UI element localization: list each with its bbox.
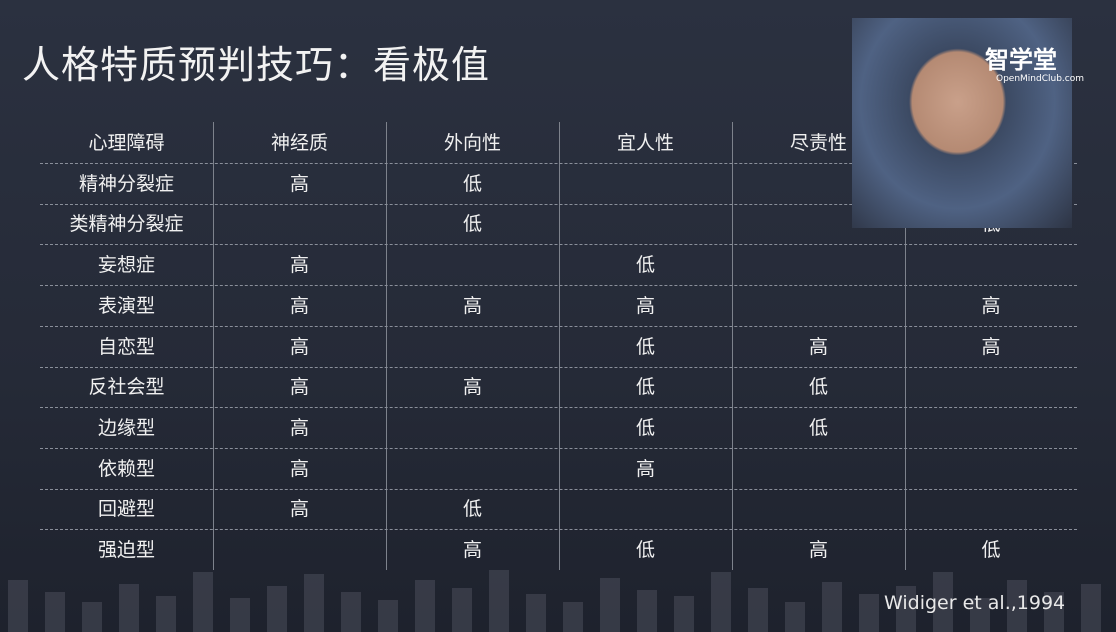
table-cell: 高 (289, 498, 309, 521)
column-divider (386, 122, 387, 570)
decor-bar (119, 584, 139, 632)
logo-url: OpenMindClub.com (996, 74, 1085, 84)
logo: 智学堂 (985, 46, 1057, 74)
row-label: 妄想症 (97, 254, 155, 277)
table-cell: 高 (289, 376, 309, 399)
row-label: 精神分裂症 (78, 172, 174, 195)
decor-bar (822, 582, 842, 632)
decor-bar (933, 572, 953, 632)
table-cell: 低 (635, 416, 655, 439)
column-divider (213, 122, 214, 570)
decor-bar (637, 590, 657, 632)
table-cell: 低 (635, 539, 655, 561)
row-label: 边缘型 (97, 416, 155, 439)
table-cell: 低 (462, 213, 482, 236)
table-cell: 低 (462, 172, 482, 195)
header-cell: 心理障碍 (88, 132, 165, 154)
row-divider (40, 244, 1077, 246)
decor-bar (267, 586, 287, 632)
table-cell: 高 (981, 335, 1001, 358)
table-cell: 高 (462, 294, 482, 317)
table-cell: 高 (462, 376, 482, 399)
decor-bar (526, 594, 546, 632)
decor-bar (970, 598, 990, 632)
row-label: 强迫型 (97, 539, 155, 561)
table-cell: 低 (635, 376, 655, 399)
decor-bar (896, 586, 916, 632)
column-divider (905, 122, 906, 570)
decor-bar (785, 602, 805, 632)
slide-title: 人格特质预判技巧：看极值 (22, 43, 491, 87)
decor-bar (859, 594, 879, 632)
row-label: 反社会型 (88, 376, 165, 399)
decor-bar (45, 592, 65, 632)
decor-bar (1007, 580, 1027, 632)
table-cell: 低 (808, 376, 828, 399)
table-cell: 高 (808, 335, 828, 358)
table-cell: 高 (289, 335, 309, 358)
header-cell: 尽责性 (789, 132, 847, 154)
table-cell: 高 (635, 457, 655, 480)
table-cell: 高 (289, 294, 309, 317)
decor-bar (82, 602, 102, 632)
row-divider (40, 488, 1077, 490)
row-label: 依赖型 (97, 457, 155, 480)
decor-bar (1081, 584, 1101, 632)
decor-bar (563, 602, 583, 632)
column-divider (559, 122, 560, 570)
table-cell: 高 (289, 457, 309, 480)
row-divider (40, 447, 1077, 449)
decor-bar (415, 580, 435, 632)
webcam-video (852, 18, 1072, 228)
decor-bar (341, 592, 361, 632)
table-cell: 低 (462, 498, 482, 521)
table-cell: 低 (981, 539, 1001, 561)
decor-bar (674, 596, 694, 632)
decor-bar (452, 588, 472, 632)
row-label: 自恋型 (97, 335, 155, 358)
table-cell: 低 (635, 254, 655, 277)
row-divider (40, 366, 1077, 368)
header-cell: 神经质 (270, 132, 328, 154)
row-label: 类精神分裂症 (69, 213, 184, 236)
row-divider (40, 529, 1077, 531)
decor-bar (8, 580, 28, 632)
table-cell: 高 (635, 294, 655, 317)
header-cell: 宜人性 (616, 132, 674, 154)
decor-bar (489, 570, 509, 632)
row-label: 表演型 (97, 294, 155, 317)
decor-bar (711, 572, 731, 632)
table-cell: 高 (289, 416, 309, 439)
table-cell: 高 (462, 539, 482, 561)
decor-bar (378, 600, 398, 632)
citation: Widiger et al.,1994 (884, 592, 1066, 614)
row-divider (40, 203, 1077, 205)
decor-bar (193, 572, 213, 632)
decor-bar (748, 588, 768, 632)
table-cell: 低 (635, 335, 655, 358)
row-divider (40, 407, 1077, 409)
table-cell: 低 (808, 416, 828, 439)
row-divider (40, 325, 1077, 327)
row-divider (40, 163, 1077, 164)
decor-bar (304, 574, 324, 632)
decor-bar (156, 596, 176, 632)
row-divider (40, 285, 1077, 287)
decor-bar (1044, 592, 1064, 632)
row-label: 回避型 (97, 498, 155, 521)
column-divider (732, 122, 733, 570)
header-cell: 外向性 (443, 132, 501, 154)
decor-bar (230, 598, 250, 632)
table-cell: 高 (808, 539, 828, 561)
table-cell: 高 (289, 254, 309, 277)
table-cell: 高 (981, 294, 1001, 317)
table-cell: 高 (289, 172, 309, 195)
decor-bar (600, 578, 620, 632)
